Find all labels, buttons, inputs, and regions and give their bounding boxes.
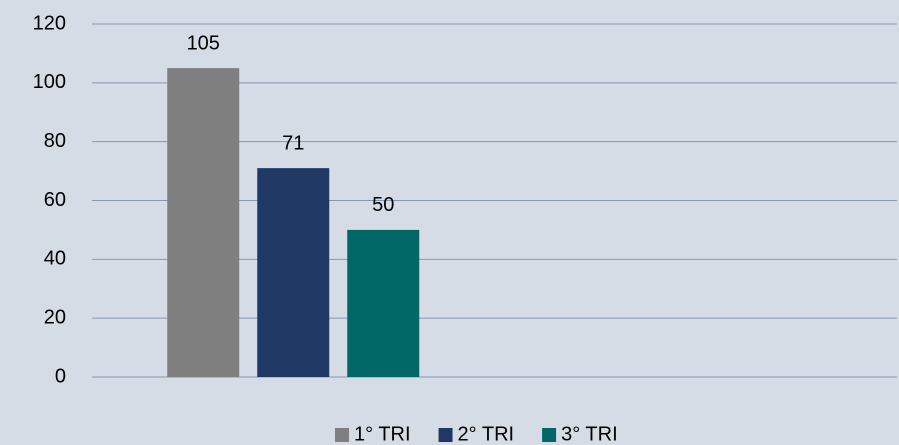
bar — [257, 168, 330, 377]
legend-label: 2° TRI — [458, 423, 515, 445]
y-tick-label: 120 — [33, 12, 66, 34]
y-tick-label: 0 — [55, 365, 66, 387]
data-label: 50 — [372, 194, 394, 216]
y-tick-label: 40 — [44, 248, 66, 270]
legend-label: 1° TRI — [354, 423, 411, 445]
y-tick-label: 80 — [44, 130, 66, 152]
legend-swatch — [335, 428, 349, 442]
data-label: 105 — [187, 32, 220, 54]
data-label: 71 — [282, 132, 304, 154]
y-tick-label: 100 — [33, 71, 66, 93]
legend-label: 3° TRI — [561, 423, 618, 445]
bar — [167, 68, 240, 377]
y-tick-label: 20 — [44, 306, 66, 328]
bar — [347, 229, 420, 377]
legend-swatch — [542, 428, 557, 442]
legend-swatch — [438, 428, 453, 442]
y-tick-label: 60 — [44, 189, 66, 211]
